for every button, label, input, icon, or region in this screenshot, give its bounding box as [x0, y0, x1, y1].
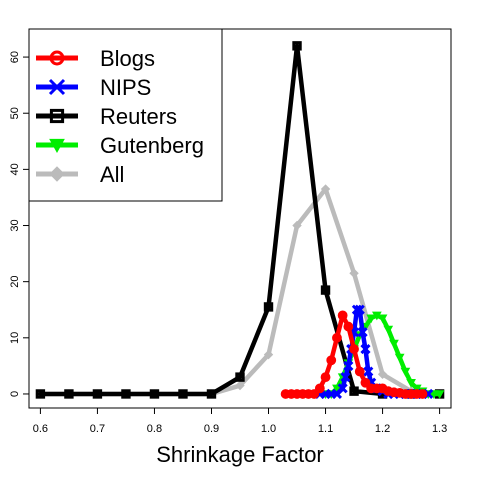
data-point-nips: [340, 372, 351, 383]
x-axis-title: Shrinkage Factor: [156, 442, 324, 467]
data-point-all: [292, 220, 302, 231]
data-point-blogs: [360, 377, 371, 388]
legend-item-reuters: Reuters: [36, 104, 177, 129]
data-point-nips: [357, 327, 368, 338]
x-tick-label: 0.6: [33, 423, 48, 435]
y-tick-label: 20: [9, 276, 21, 288]
data-point-reuters: [178, 389, 188, 399]
legend: Blogs NIPS Reuters Gutenberg All: [28, 28, 223, 202]
data-point-blogs: [343, 321, 354, 332]
data-point-reuters: [320, 285, 331, 295]
series-line-reuters: [38, 43, 442, 397]
legend-label: Gutenberg: [100, 133, 204, 158]
legend-label: NIPS: [100, 75, 151, 100]
series-all: [35, 184, 445, 399]
data-point-nips: [343, 360, 354, 371]
data-point-nips: [337, 383, 348, 394]
data-point-all: [377, 369, 388, 380]
x-tick-label: 1.3: [432, 423, 447, 435]
legend-swatch-marker: [49, 50, 65, 66]
data-point-all: [320, 184, 331, 194]
data-point-reuters: [92, 389, 103, 399]
legend-label: Blogs: [100, 46, 155, 71]
legend-label: All: [100, 162, 124, 187]
data-point-blogs: [349, 344, 359, 354]
data-point-reuters: [235, 372, 245, 382]
data-point-blogs: [332, 332, 342, 343]
legend-label: Reuters: [100, 104, 177, 129]
legend-item-blogs: Blogs: [36, 46, 155, 71]
data-point-gutenberg: [389, 339, 399, 349]
x-tick-label: 0.7: [90, 423, 105, 435]
y-axis: 0 10 20 30 40 50 60: [9, 51, 29, 397]
legend-item-all: All: [36, 162, 124, 187]
data-point-reuters: [35, 389, 46, 399]
data-point-reuters: [349, 386, 359, 396]
legend-item-nips: NIPS: [36, 75, 151, 100]
legend-swatch-marker: [49, 108, 65, 124]
legend-swatch-marker: [49, 138, 65, 154]
data-point-all: [235, 380, 245, 391]
data-point-gutenberg: [406, 379, 416, 388]
data-point-nips: [351, 304, 362, 315]
data-point-nips: [363, 366, 374, 377]
data-point-gutenberg: [377, 314, 388, 324]
x-tick-label: 1.0: [261, 423, 276, 435]
data-point-reuters: [64, 389, 74, 399]
data-point-blogs: [417, 389, 428, 399]
y-tick-label: 10: [9, 332, 21, 344]
data-point-gutenberg: [400, 367, 411, 377]
data-point-blogs: [314, 383, 325, 394]
x-tick-label: 0.8: [147, 423, 162, 435]
series-line-blogs: [283, 313, 425, 397]
data-point-blogs: [337, 310, 348, 321]
y-tick-label: 50: [9, 107, 21, 119]
series-layer: [35, 41, 445, 400]
data-point-gutenberg: [434, 390, 445, 399]
data-point-nips: [360, 343, 371, 355]
data-point-blogs: [320, 372, 331, 383]
y-tick-label: 40: [9, 163, 21, 175]
data-point-nips: [354, 304, 365, 315]
series-blogs: [280, 310, 428, 399]
data-point-reuters: [121, 389, 131, 399]
x-tick-label: 1.2: [375, 423, 390, 435]
x-tick-label: 1.1: [318, 423, 333, 435]
data-point-reuters: [149, 389, 160, 399]
data-point-reuters: [292, 41, 302, 51]
data-point-gutenberg: [332, 384, 342, 394]
x-axis: 0.6 0.7 0.8 0.9 1.0 1.1 1.2 1.3: [33, 407, 447, 435]
data-point-blogs: [354, 366, 365, 377]
y-tick-label: 30: [9, 219, 21, 231]
y-tick-label: 60: [9, 51, 21, 63]
y-tick-label: 0: [9, 391, 21, 397]
data-point-gutenberg: [366, 314, 377, 324]
data-point-blogs: [309, 389, 320, 399]
x-tick-label: 0.9: [204, 423, 219, 435]
data-point-all: [263, 349, 274, 360]
legend-item-gutenberg: Gutenberg: [36, 133, 204, 158]
data-point-gutenberg: [394, 353, 405, 363]
legend-swatch-marker: [49, 166, 65, 182]
data-point-reuters: [263, 302, 274, 312]
series-line-all: [38, 186, 442, 397]
data-point-blogs: [326, 355, 337, 366]
data-point-gutenberg: [429, 390, 439, 399]
legend-swatch-marker: [48, 78, 66, 96]
data-point-gutenberg: [383, 325, 394, 335]
data-point-reuters: [206, 389, 217, 399]
data-point-all: [349, 268, 359, 278]
